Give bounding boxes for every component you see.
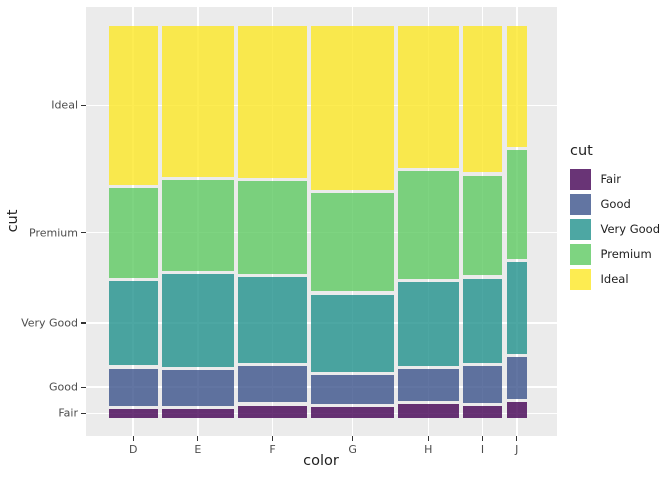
plot-panel: [86, 7, 557, 436]
mosaic-tile-I-good: [462, 366, 503, 403]
mosaic-tile-G-ideal: [311, 26, 394, 191]
mosaic-tile-H-very-good: [398, 282, 459, 366]
mosaic-tile-D-good: [108, 368, 158, 406]
x-tick-label: E: [194, 442, 202, 456]
legend-title: cut: [570, 143, 593, 159]
legend-item: Good: [570, 194, 660, 215]
y-tick-label: Good: [49, 380, 78, 394]
mosaic-tile-J-premium: [506, 150, 527, 260]
mosaic-tile-D-premium: [108, 187, 158, 278]
x-tick-label: D: [128, 442, 138, 456]
mosaic-tile-E-very-good: [162, 273, 234, 367]
y-tick-label: Very Good: [21, 316, 78, 330]
mosaic-tile-G-premium: [311, 193, 394, 292]
x-tick-label: G: [348, 442, 357, 456]
mosaic-tile-E-ideal: [162, 26, 234, 178]
legend-swatch-premium: [570, 244, 591, 265]
mosaic-tile-D-ideal: [108, 26, 158, 185]
mosaic-tile-F-premium: [237, 181, 308, 274]
legend-item: Premium: [570, 244, 660, 265]
x-axis-title: color: [303, 453, 339, 469]
legend-item-label: Premium: [600, 247, 652, 262]
mosaic-tile-D-fair: [108, 408, 158, 418]
mosaic-tile-E-premium: [162, 180, 234, 271]
legend-swatch-ideal: [570, 269, 591, 290]
mosaic-tile-H-premium: [398, 171, 459, 280]
x-tick-mark: [427, 436, 429, 441]
legend-item-label: Very Good: [600, 222, 661, 237]
mosaic-tile-F-fair: [237, 405, 308, 418]
mosaic-tile-H-good: [398, 368, 459, 401]
x-tick-label: J: [515, 442, 519, 456]
mosaic-tile-H-fair: [398, 404, 459, 418]
y-tick-label: Ideal: [51, 98, 78, 112]
mosaic-tile-E-good: [162, 370, 234, 407]
x-tick-mark: [481, 436, 484, 441]
mosaic-tile-I-fair: [462, 405, 503, 418]
legend-item: Very Good: [570, 219, 660, 240]
legend-swatch-very-good: [570, 219, 591, 240]
legend-item: Fair: [570, 169, 660, 190]
x-tick-mark: [352, 436, 354, 441]
mosaic-tile-D-very-good: [108, 280, 158, 366]
y-tick-mark: [81, 104, 86, 106]
x-tick-mark: [516, 436, 518, 441]
mosaic-tile-I-very-good: [462, 278, 503, 363]
y-tick-mark: [81, 412, 86, 415]
legend-items: Fair Good Very Good Premium Ideal: [570, 169, 660, 290]
x-tick-mark: [271, 436, 274, 441]
mosaic-tile-J-fair: [506, 401, 527, 418]
mosaic-tile-G-fair: [311, 407, 394, 418]
mosaic-tile-J-good: [506, 357, 527, 399]
y-tick-label: Fair: [58, 406, 78, 420]
x-tick-label: H: [424, 442, 433, 456]
y-axis-title: cut: [5, 209, 21, 233]
legend-item-label: Fair: [600, 172, 622, 187]
y-tick-mark: [81, 386, 86, 388]
mosaic-tile-H-ideal: [398, 26, 459, 169]
legend-swatch-fair: [570, 169, 591, 190]
mosaic-tile-G-good: [311, 375, 394, 405]
y-tick-mark: [81, 322, 86, 324]
mosaic-tile-F-very-good: [237, 277, 308, 364]
mosaic-tile-I-premium: [462, 175, 503, 276]
y-tick-mark: [81, 232, 86, 234]
y-tick-label: Premium: [29, 226, 78, 240]
mosaic-tile-F-ideal: [237, 26, 308, 179]
mosaic-tile-J-ideal: [506, 26, 527, 147]
mosaic-tile-I-ideal: [462, 26, 503, 173]
x-tick-mark: [132, 436, 134, 441]
x-tick-mark: [197, 436, 199, 441]
legend: cut Fair Good Very Good Premium Ideal: [570, 143, 660, 294]
legend-item-label: Ideal: [600, 272, 629, 287]
mosaic-tile-G-very-good: [311, 294, 394, 372]
legend-swatch-good: [570, 194, 591, 215]
mosaic-tile-F-good: [237, 366, 308, 403]
x-tick-label: I: [480, 442, 485, 456]
legend-item-label: Good: [600, 197, 631, 212]
x-tick-label: F: [269, 442, 276, 456]
mosaic-tile-J-very-good: [506, 262, 527, 355]
mosaic-tile-E-fair: [162, 409, 234, 418]
legend-item: Ideal: [570, 269, 660, 290]
